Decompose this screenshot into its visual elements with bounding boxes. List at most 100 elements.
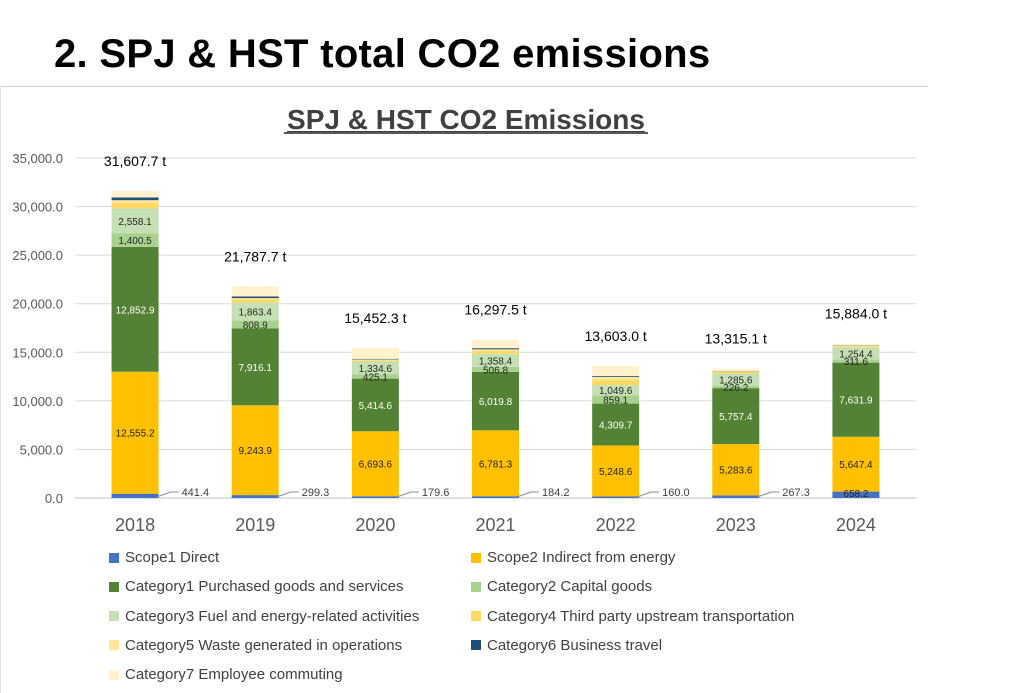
bar-data-label: 7,916.1 [239,363,273,374]
bar-segment [231,286,279,297]
callout-leader-line [636,491,660,498]
x-tick-label: 2021 [475,515,515,535]
y-tick-label: 25,000.0 [12,248,63,263]
bar-segment [111,200,159,203]
x-tick-label: 2024 [836,515,876,535]
y-tick-label: 15,000.0 [12,345,63,360]
total-label: 13,603.0 t [585,328,647,344]
total-label: 13,315.1 t [705,331,767,347]
left-border [0,86,1,693]
bar-data-label: 4,309.7 [599,421,633,432]
bar-segment [712,388,760,445]
bar-data-label: 160.0 [662,487,690,499]
legend-item: Category3 Fuel and energy-related activi… [109,608,419,625]
y-tick-label: 20,000.0 [12,297,63,312]
y-axis: 0.0 5,000.0 10,000.0 15,000.0 20,000.0 25,000… [12,151,63,506]
bar-segment [231,302,279,321]
y-tick-label: 0.0 [45,491,63,506]
bar-data-label: 506.8 [483,365,508,376]
callout-leader-line [516,491,539,498]
legend-swatch [471,552,481,563]
bar-data-label: 6,019.8 [479,397,513,408]
bar-segment [592,385,640,396]
bar-segment [712,444,760,496]
bar-data-label: 658.2 [843,489,868,500]
bar-segment [472,496,519,498]
legend-label: Category3 Fuel and energy-related activi… [125,607,420,625]
bar-data-label: 5,647.4 [839,460,873,471]
bar-segment [592,376,640,380]
x-tick-label: 2018 [115,515,155,535]
legend-label: Scope2 Indirect from energy [487,549,676,566]
legend-item: Scope1 Direct [109,549,219,566]
bar-segment [472,339,519,349]
bar-data-label: 12,555.2 [116,429,155,440]
bar-segment [231,299,279,303]
bar-segment [351,359,399,361]
bar-data-label: 1,863.4 [239,307,273,318]
bar-segment [231,495,279,498]
bar-data-label: 1,049.6 [599,386,633,397]
bar-data-label: 5,283.6 [719,466,753,477]
legend-label: Category6 Business travel [487,636,663,654]
legend-label: Category4 Third party upstream transport… [487,607,795,625]
y-tick-label: 10,000.0 [12,394,63,409]
bar-segment [351,496,399,498]
total-label: 15,884.0 t [825,306,887,322]
bar-segment [592,379,640,386]
bar-segment [712,372,760,374]
legend-item: Category4 Third party upstream transport… [471,608,794,625]
bar-segment [111,371,159,494]
y-tick-label: 30,000.0 [12,200,63,215]
bar-segment [592,445,640,497]
bar-segment [472,348,519,350]
bar-data-label: 5,248.6 [599,467,633,478]
bar-segment [351,358,399,360]
bar-data-label: 267.3 [782,487,810,499]
legend-label: Category5 Waste generated in operations [125,636,403,654]
data-labels: 441.4 12,555.2 12,852.9 1,400.5 2,558.1 31,60… [104,153,887,500]
chart-title: SPJ & HST CO2 Emissions [287,104,645,135]
callout-leader-line [276,491,299,498]
bar-segment [231,296,279,299]
bar-segment [832,346,880,348]
legend-label: Category2 Capital goods [487,578,653,596]
bar-segment [472,349,519,351]
bar-data-label: 2,558.1 [118,217,152,228]
legend-label: Category1 Purchased goods and services [125,578,404,596]
callout-leader-line [396,491,419,498]
bar-data-label: 9,243.9 [239,446,273,457]
bar-data-label: 12,852.9 [116,305,155,316]
bar-data-label: 859.1 [603,395,628,406]
bar-segment [111,246,159,372]
bar-segment [111,493,159,498]
bar-segment [832,359,880,363]
bar-data-label: 184.2 [542,487,570,499]
bar-segment [592,365,640,376]
legend-item: Category1 Purchased goods and services [109,578,404,595]
bar-segment [472,353,519,367]
bar-data-label: 226.2 [723,383,748,394]
legend-item: Category7 Employee commuting [109,666,343,683]
bar-data-label: 1,334.6 [359,364,393,375]
x-tick-label: 2023 [716,515,756,535]
bar-segment [231,320,279,329]
bar-data-label: 6,693.6 [359,460,393,471]
bar-segment [111,208,159,234]
bar-data-label: 1,285.6 [719,376,753,387]
bar-segment [231,405,279,496]
bar-segment [351,431,399,497]
bar-segment [351,374,399,379]
bar-data-label: 1,358.4 [479,356,513,367]
legend-swatch [471,581,481,592]
bar-segment [472,371,519,431]
bar-segment [832,347,880,360]
legend-swatch [109,581,119,592]
callout-leader-line [156,491,179,498]
bar-segment [351,347,399,359]
bar-data-label: 425.1 [363,373,388,384]
callout-leader-line [757,491,780,498]
legend-swatch [109,669,119,680]
bar-segment [472,366,519,372]
bar-data-label: 6,781.3 [479,459,513,470]
